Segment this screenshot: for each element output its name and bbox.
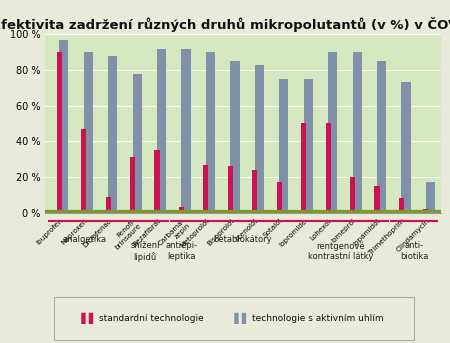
Text: ▐▐: ▐▐	[77, 312, 94, 324]
Bar	[255, 64, 264, 213]
Bar	[206, 52, 215, 213]
Bar	[84, 52, 93, 213]
Text: analgetika: analgetika	[62, 235, 106, 244]
Bar	[277, 182, 282, 213]
Bar	[399, 198, 404, 213]
Text: antiepi-
leptika: antiepi- leptika	[166, 241, 198, 261]
Bar	[154, 150, 160, 213]
Text: betablokátory: betablokátory	[214, 235, 272, 244]
Bar	[133, 73, 142, 213]
Bar	[401, 82, 411, 213]
Bar	[230, 61, 239, 213]
Bar	[279, 79, 288, 213]
Bar	[203, 165, 208, 213]
Bar	[352, 52, 362, 213]
Text: snížení
lipidů: snížení lipidů	[130, 241, 160, 262]
Bar	[426, 182, 435, 213]
Bar	[59, 40, 68, 213]
Bar	[374, 186, 379, 213]
Bar	[181, 49, 191, 213]
Bar	[350, 177, 355, 213]
Bar	[57, 52, 62, 213]
Bar	[106, 197, 111, 213]
Bar	[81, 129, 86, 213]
Bar	[252, 170, 257, 213]
Text: anti-
biotika: anti- biotika	[400, 241, 428, 261]
Bar	[304, 79, 313, 213]
Bar	[157, 49, 166, 213]
Text: rentgenové
kontrastní látky: rentgenové kontrastní látky	[308, 241, 373, 261]
Bar	[301, 123, 306, 213]
Text: Efektivita zadržení různých druhů mikropolutantů (v %) v ČOV: Efektivita zadržení různých druhů mikrop…	[0, 16, 450, 32]
Text: standardní technologie: standardní technologie	[99, 314, 204, 323]
Bar	[328, 52, 338, 213]
Bar	[130, 157, 135, 213]
Text: ▐▐: ▐▐	[230, 312, 247, 324]
Bar	[325, 123, 331, 213]
Bar	[228, 166, 233, 213]
Bar	[377, 61, 386, 213]
Bar	[108, 56, 117, 213]
Bar	[179, 207, 184, 213]
Text: technologie s aktivním uhlím: technologie s aktivním uhlím	[252, 314, 383, 323]
Bar	[423, 209, 428, 213]
